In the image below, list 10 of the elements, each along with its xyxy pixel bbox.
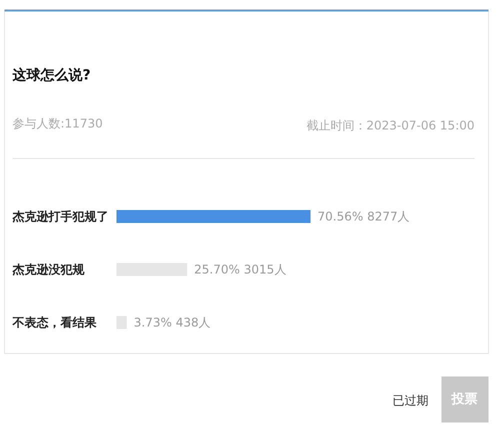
y-tick-label: 杰克逊没犯规	[12, 262, 86, 276]
text: 已过期	[392, 394, 428, 408]
y-tick-label: 杰克逊打手犯规了	[12, 210, 108, 224]
text: 截止时间：2023-07-06 15:00	[306, 118, 475, 132]
data-label: 70.56% 8277人	[318, 210, 410, 224]
text: 参与人数:11730	[12, 116, 103, 130]
data-label: 3.73% 438人	[134, 316, 211, 330]
data-label: 25.70% 3015人	[194, 262, 286, 276]
y-tick-label: 不表态，看结果	[12, 316, 98, 330]
chart-title: 这球怎么说?	[12, 66, 91, 84]
